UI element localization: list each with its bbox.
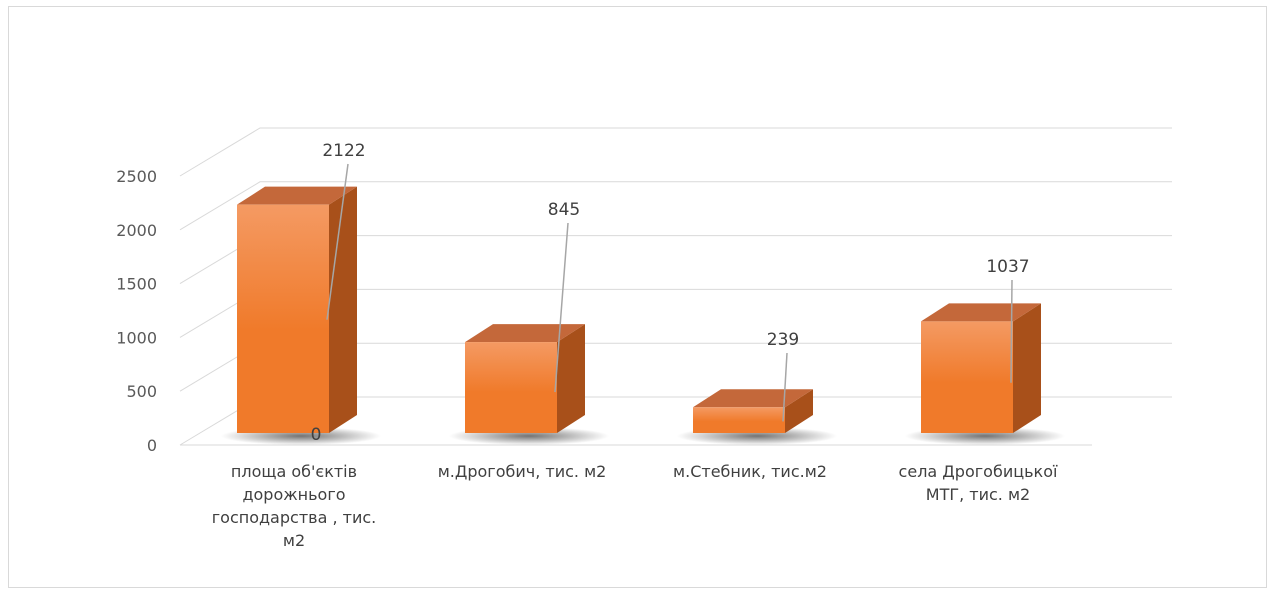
bar-group (905, 303, 1065, 445)
bar-side (1013, 303, 1041, 433)
leader-line (326, 163, 349, 320)
floor-value-label: 0 (311, 425, 322, 445)
bar-top (465, 324, 585, 343)
data-labels: 2122 845 239 1037 0 (311, 141, 1030, 445)
y-tick-label: 1500 (116, 275, 157, 294)
leader-line (782, 352, 788, 422)
chart-frame (8, 6, 1267, 588)
x-axis: площа об'єктів дорожнього господарства , т… (212, 462, 1058, 550)
bar (921, 321, 1013, 433)
bar (465, 342, 557, 433)
data-label: 1037 (986, 257, 1029, 277)
gridline (179, 181, 1172, 231)
gridline (179, 127, 1172, 177)
bar-group (449, 324, 609, 445)
leader-line (1010, 279, 1013, 383)
y-axis: 0 500 1000 1500 2000 2500 (116, 167, 157, 455)
category-label: м2 (283, 531, 305, 550)
bar-side (329, 186, 357, 433)
y-tick-label: 0 (147, 436, 157, 455)
bar-side (785, 389, 813, 433)
category-label: площа об'єктів (231, 462, 357, 481)
bar-top (693, 389, 813, 408)
grid-layer (179, 127, 1172, 446)
data-label: 2122 (322, 141, 365, 161)
bar (693, 407, 785, 433)
category-label: м.Дрогобич, тис. м2 (438, 462, 607, 481)
bar-group (677, 389, 837, 445)
y-tick-label: 1000 (116, 328, 157, 347)
leader-line (554, 222, 569, 393)
bar-side (557, 324, 585, 433)
category-label: села Дрогобицької (899, 462, 1058, 481)
y-tick-label: 2500 (116, 167, 157, 186)
category-label: господарства , тис. (212, 508, 376, 527)
bar (237, 204, 329, 433)
category-label: м.Стебник, тис.м2 (673, 462, 827, 481)
data-label: 239 (767, 330, 799, 350)
bar-top (237, 186, 357, 205)
bar-group (221, 186, 381, 445)
data-label: 845 (548, 200, 580, 220)
category-label: дорожнього (242, 485, 345, 504)
bars (221, 186, 1065, 445)
y-tick-label: 500 (126, 382, 157, 401)
category-label: МТГ, тис. м2 (926, 485, 1030, 504)
y-tick-label: 2000 (116, 221, 157, 240)
